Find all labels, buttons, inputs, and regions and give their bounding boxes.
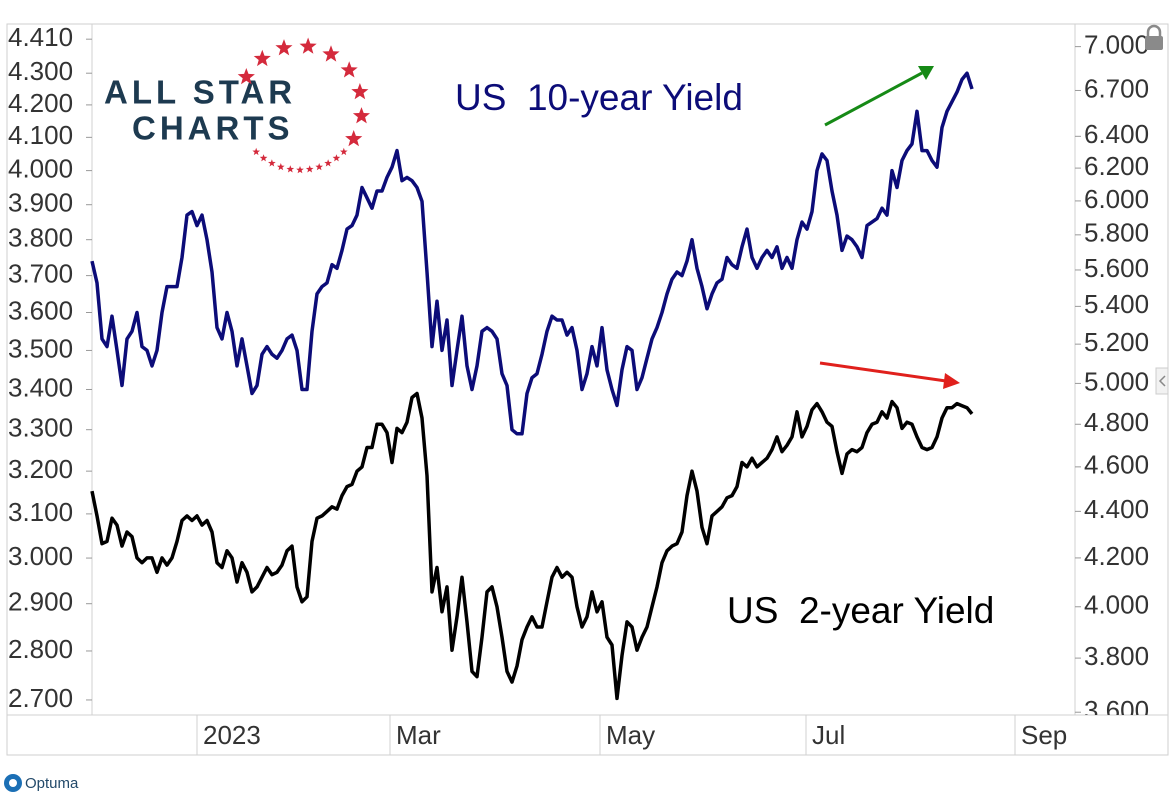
logo-text: ALL STAR: [104, 74, 296, 111]
lock-shackle: [1146, 24, 1162, 36]
trend-arrow-up: [824, 66, 934, 127]
trend-arrow-down: [819, 361, 960, 389]
y2-tick-label: 3.800: [1084, 641, 1149, 671]
logo-star-small: [305, 165, 314, 173]
y2-tick-label: 6.000: [1084, 184, 1149, 214]
y-tick-label: 3.500: [8, 333, 73, 363]
x-tick-label: Sep: [1021, 720, 1067, 750]
series-line: [90, 391, 974, 701]
arrow-shaft: [819, 361, 947, 383]
arrow-head: [943, 373, 960, 389]
footer-icon-hole: [9, 779, 17, 787]
logo-star: [237, 68, 255, 85]
y2-tick-label: 5.600: [1084, 253, 1149, 283]
y-tick-label: 3.200: [8, 454, 73, 484]
y2-tick-label: 5.400: [1084, 289, 1149, 319]
lock-body: [1145, 36, 1163, 50]
y2-tick-label: 4.000: [1084, 590, 1149, 620]
y-tick-label: 4.410: [8, 22, 73, 52]
y-tick-label: 3.600: [8, 295, 73, 325]
tab-arrow: [1158, 375, 1166, 387]
logo-star-small: [324, 159, 332, 167]
logo-star: [340, 61, 358, 78]
y-tick-label: 3.100: [8, 497, 73, 527]
y2-tick-label: 4.200: [1084, 541, 1149, 571]
y-tick-label: 4.200: [8, 88, 73, 118]
y2-tick-label: 6.400: [1084, 119, 1149, 149]
y2-tick-label: 6.700: [1084, 73, 1149, 103]
logo-star: [352, 107, 370, 124]
y2-tick-label: 4.800: [1084, 407, 1149, 437]
logo-star-small: [259, 154, 268, 162]
x-tick-label: Jul: [812, 720, 845, 750]
axis-labels: 4.4104.3004.2004.1004.0003.9003.8003.700…: [8, 22, 1149, 725]
x-tick-label: Mar: [396, 720, 441, 750]
y2-tick-label: 4.600: [1084, 450, 1149, 480]
y-tick-label: 2.700: [8, 683, 73, 713]
y-tick-label: 3.800: [8, 223, 73, 253]
logo: ALL STAR CHARTS: [104, 37, 370, 174]
logo-star-small: [286, 165, 295, 173]
logo-star: [322, 45, 340, 62]
logo-star-small: [315, 163, 323, 171]
logo-star-small: [332, 154, 341, 162]
logo-star-small: [296, 166, 304, 174]
x-tick-label: May: [606, 720, 655, 750]
y2-tick-label: 5.200: [1084, 327, 1149, 357]
footer-logo: Optuma: [4, 774, 79, 792]
y-tick-label: 4.300: [8, 56, 73, 86]
y-tick-label: 2.800: [8, 634, 73, 664]
logo-star: [345, 130, 363, 147]
logo-star: [253, 49, 271, 67]
y2-tick-label: 3.600: [1084, 695, 1149, 725]
series-label: US 2-year Yield: [727, 590, 994, 631]
y-tick-label: 3.900: [8, 188, 73, 218]
y2-tick-label: 4.400: [1084, 494, 1149, 524]
logo-star: [351, 83, 369, 100]
y-tick-label: 3.000: [8, 541, 73, 571]
logo-star-small: [252, 147, 260, 156]
y-tick-label: 4.100: [8, 120, 73, 150]
footer-text: Optuma: [25, 775, 79, 792]
logo-star-small: [277, 163, 285, 171]
y2-tick-label: 6.200: [1084, 151, 1149, 181]
series-line: [90, 71, 974, 436]
arrow-shaft: [824, 71, 923, 127]
arrow-head: [918, 66, 934, 80]
y2-tick-label: 5.000: [1084, 366, 1149, 396]
series-label: US 10-year Yield: [455, 77, 743, 118]
y2-tick-label: 7.000: [1084, 29, 1149, 59]
y-tick-label: 4.000: [8, 153, 73, 183]
lock-icon: [1145, 24, 1163, 50]
side-tab: [1155, 367, 1169, 395]
logo-star: [275, 39, 293, 56]
y-tick-label: 3.300: [8, 413, 73, 443]
logo-star-small: [340, 147, 348, 156]
y-tick-label: 3.700: [8, 258, 73, 288]
y2-tick-label: 5.800: [1084, 218, 1149, 248]
x-tick-label: 2023: [203, 720, 261, 750]
logo-star: [299, 37, 317, 54]
y-tick-label: 3.400: [8, 372, 73, 402]
logo-star-small: [268, 159, 276, 167]
y-tick-label: 2.900: [8, 587, 73, 617]
logo-text: CHARTS: [132, 110, 294, 147]
tab-box: [1155, 367, 1169, 395]
